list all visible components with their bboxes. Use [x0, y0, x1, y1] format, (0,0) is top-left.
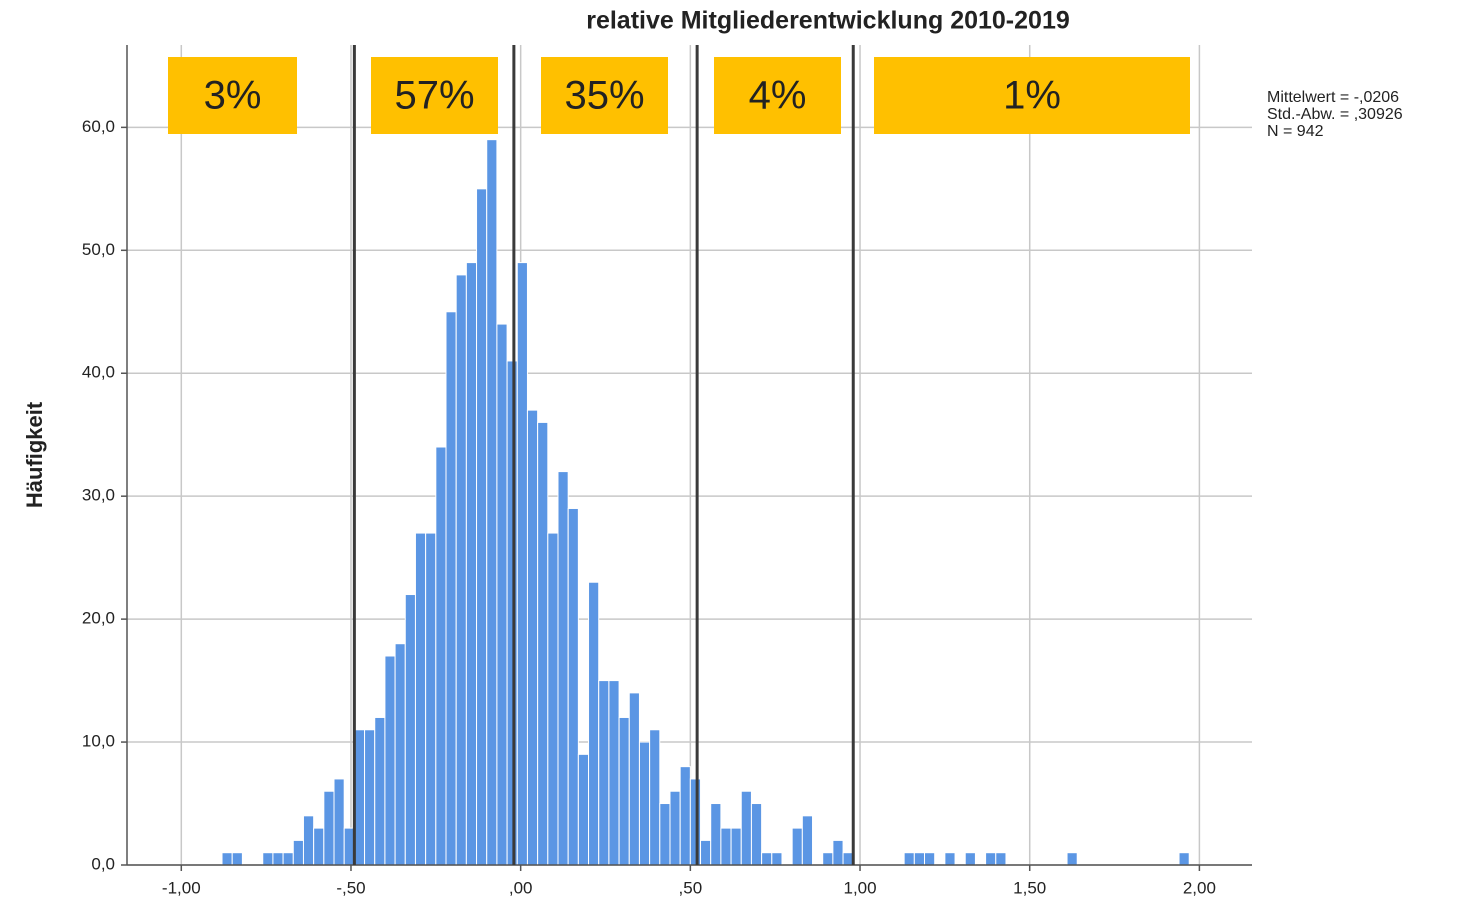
y-tick-label: 20,0	[82, 609, 115, 628]
bar	[313, 827, 325, 866]
region-box	[371, 57, 498, 134]
bar	[526, 409, 539, 866]
x-tick-label: ,50	[679, 878, 703, 897]
bar	[985, 852, 997, 866]
bar	[435, 446, 447, 866]
bar	[414, 532, 427, 866]
bar	[557, 471, 569, 866]
bar	[425, 532, 437, 866]
x-tick-label: ,00	[509, 878, 533, 897]
bar	[292, 839, 304, 866]
bar	[679, 766, 691, 866]
bar	[720, 827, 732, 866]
bar	[669, 790, 681, 866]
bar	[455, 274, 467, 866]
bar	[547, 532, 559, 866]
bar	[353, 729, 366, 866]
region-label: 4%	[749, 74, 807, 118]
bar	[567, 507, 579, 866]
bar	[903, 852, 915, 866]
bar	[364, 729, 376, 866]
y-axis-label: Häufigkeit	[22, 401, 47, 508]
bar	[995, 852, 1007, 866]
bar	[577, 753, 590, 866]
bar	[465, 262, 478, 866]
bar	[323, 790, 335, 866]
bar	[689, 778, 702, 866]
x-tick-label: -,50	[336, 878, 365, 897]
chart-title: relative Mitgliederentwicklung 2010-2019	[586, 7, 1070, 35]
bar	[333, 778, 345, 866]
bar	[659, 803, 671, 866]
region-label: 3%	[204, 74, 262, 118]
bar	[384, 655, 396, 866]
bar	[842, 852, 854, 866]
bar	[649, 729, 661, 866]
bar	[343, 827, 355, 866]
bar	[506, 360, 518, 866]
region-box	[874, 57, 1190, 134]
x-tick-label: -1,00	[162, 878, 201, 897]
y-tick-label: 30,0	[82, 486, 115, 505]
bar	[730, 827, 742, 866]
bar	[740, 790, 752, 866]
bar	[750, 803, 763, 866]
bar	[231, 852, 243, 866]
x-tick-label: 1,50	[1013, 878, 1046, 897]
bar	[394, 643, 406, 866]
bar	[924, 852, 936, 866]
y-tick-label: 60,0	[82, 117, 115, 136]
stat-text: Mittelwert = -,0206	[1267, 89, 1399, 106]
bar	[537, 421, 549, 866]
stat-text: N = 942	[1267, 123, 1324, 140]
bar	[710, 803, 722, 866]
bar	[771, 852, 783, 866]
bar	[282, 852, 294, 866]
bar	[486, 139, 498, 866]
region-box	[168, 57, 297, 134]
bar	[618, 716, 630, 866]
region-label: 1%	[1003, 74, 1061, 118]
region-label: 57%	[394, 74, 474, 118]
bar	[822, 852, 834, 866]
bar	[1066, 852, 1078, 866]
bar	[791, 827, 803, 866]
bar	[964, 852, 976, 866]
region-label: 35%	[564, 74, 644, 118]
region-box	[714, 57, 841, 134]
y-tick-label: 10,0	[82, 732, 115, 751]
bar	[608, 680, 620, 866]
bar	[445, 311, 457, 866]
region-box	[541, 57, 668, 134]
bar	[588, 581, 600, 866]
bar	[638, 741, 651, 866]
x-tick-label: 1,00	[843, 878, 876, 897]
bar	[761, 852, 773, 866]
bar	[221, 852, 233, 866]
bar	[700, 839, 712, 866]
bar	[404, 594, 416, 866]
x-tick-label: 2,00	[1183, 878, 1216, 897]
y-tick-label: 40,0	[82, 363, 115, 382]
y-tick-label: 0,0	[91, 854, 115, 873]
bar	[913, 852, 926, 866]
bar	[516, 262, 528, 866]
bar	[302, 815, 315, 866]
bar	[1178, 852, 1190, 866]
bar	[272, 852, 284, 866]
bar	[262, 852, 274, 866]
bar	[628, 692, 640, 866]
bar	[598, 680, 610, 866]
bar	[374, 716, 386, 866]
bar	[944, 852, 956, 866]
bar	[801, 815, 814, 866]
bar	[496, 323, 508, 866]
y-tick-label: 50,0	[82, 240, 115, 259]
bar	[476, 188, 488, 866]
bar	[832, 839, 844, 866]
stat-text: Std.-Abw. = ,30926	[1267, 106, 1403, 123]
